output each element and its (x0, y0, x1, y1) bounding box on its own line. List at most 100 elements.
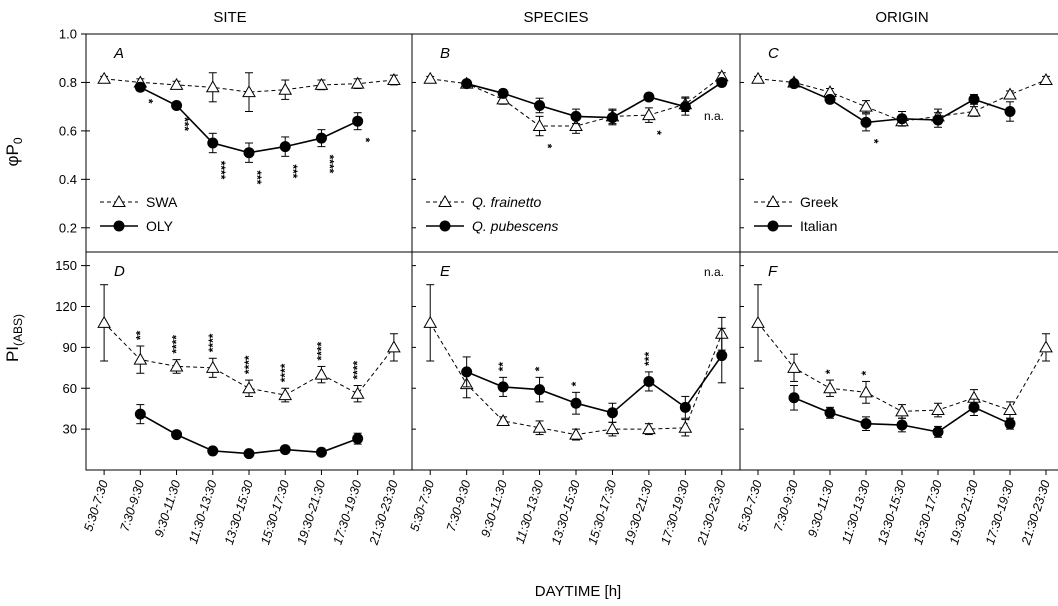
panel-letter: F (768, 263, 778, 280)
x-tick-label: 13:30-15:30 (875, 479, 909, 547)
legend-item: SWA (100, 194, 178, 210)
y-axis-label-top-sub: 0 (11, 137, 25, 144)
series-line (429, 322, 723, 436)
data-point-circle (606, 112, 618, 124)
note-label: n.a. (704, 265, 724, 279)
data-point-triangle (859, 385, 873, 398)
significance-label: **** (206, 333, 220, 352)
panel-letter: A (113, 45, 124, 62)
x-tick-label: 15:30-17:30 (911, 479, 945, 547)
data-point-circle (279, 141, 291, 153)
series-line (466, 355, 723, 414)
significance-label: **** (322, 155, 336, 174)
data-point-circle (134, 408, 146, 420)
x-tick-label: 17:30-19:30 (983, 479, 1017, 547)
panel-letter: C (768, 45, 779, 62)
legend-label: Q. pubescens (472, 218, 558, 234)
data-point-triangle (387, 340, 401, 353)
significance-label: * (569, 381, 583, 386)
panel-frame (739, 251, 1058, 471)
significance-label: **** (314, 341, 328, 360)
data-point-circle (716, 76, 728, 88)
data-point-triangle (895, 404, 909, 417)
data-point-circle (461, 78, 473, 90)
data-point-circle (534, 99, 546, 111)
data-point-circle (134, 81, 146, 93)
data-point-circle (824, 407, 836, 419)
panel-letter: D (114, 263, 125, 280)
panel-c: C * Greek Italian (739, 33, 1058, 253)
x-tick-label: 7:30-9:30 (118, 479, 148, 534)
data-point-triangle (642, 108, 656, 121)
panel-letter: B (440, 45, 450, 62)
x-tick-label: 13:30-15:30 (222, 479, 256, 547)
data-point-triangle (1039, 340, 1053, 353)
column-title-species: SPECIES (523, 9, 588, 26)
data-point-circle (643, 91, 655, 103)
panel-frame (411, 33, 741, 253)
x-tick-label: 11:30-13:30 (186, 479, 220, 546)
y-tick-label: 0.6 (59, 123, 77, 138)
x-tick-label: 13:30-15:30 (549, 479, 583, 547)
legend-item: Q. frainetto (426, 194, 541, 210)
x-tick-label: 21:30-23:30 (694, 479, 728, 548)
data-point-triangle (242, 85, 256, 98)
x-tick-label: 9:30-11:30 (478, 479, 510, 539)
significance-label: **** (278, 363, 292, 382)
data-point-circle (606, 407, 618, 419)
data-point-circle (716, 350, 728, 362)
data-point-triangle (133, 352, 148, 365)
data-point-triangle (169, 77, 184, 90)
data-point-circle (315, 446, 327, 458)
data-point-circle (679, 401, 691, 413)
x-tick-label: 21:30-23:30 (1019, 479, 1053, 548)
y-tick-label: 30 (63, 422, 77, 437)
column-titles: SITE SPECIES ORIGIN (213, 9, 928, 26)
x-tick-label: 9:30-11:30 (152, 479, 184, 539)
x-tick-label: 15:30-17:30 (585, 479, 619, 547)
data-point-triangle (205, 360, 220, 373)
series-oly (134, 404, 364, 460)
data-point-circle (243, 147, 255, 159)
significance-label: * (859, 370, 873, 375)
data-point-circle (788, 392, 800, 404)
data-point-circle (570, 110, 582, 122)
y-axis-label-top: φP0 (3, 137, 25, 166)
x-tick-label: 5:30-7:30 (81, 479, 111, 534)
data-point-triangle (1003, 403, 1017, 416)
x-tick-label: 17:30-19:30 (658, 479, 692, 547)
data-point-circle (896, 113, 908, 125)
x-tick-label: 19:30-21:30 (947, 479, 981, 547)
y-tick-label: 90 (63, 340, 77, 355)
data-point-triangle (97, 315, 111, 328)
significance-label: *** (286, 164, 300, 178)
note-label: n.a. (704, 109, 724, 123)
panel-b: B * * n.a. Q. frainetto Q. pubescens (411, 33, 741, 253)
panel-letter: E (440, 263, 451, 280)
data-point-circle (207, 445, 219, 457)
y-tick-label: 0.8 (59, 75, 77, 90)
legend-label: Greek (800, 194, 839, 210)
legend-marker (112, 194, 126, 207)
x-tick-label: 7:30-9:30 (771, 479, 801, 534)
significance-label: **** (214, 161, 228, 180)
significance-label: * (359, 138, 373, 143)
x-tick-label: 21:30-23:30 (366, 479, 400, 548)
data-point-circle (968, 93, 980, 105)
data-point-triangle (642, 422, 656, 435)
x-axis-label: DAYTIME [h] (535, 583, 621, 600)
data-point-circle (679, 101, 691, 113)
significance-label: *** (178, 117, 192, 131)
data-point-circle (352, 115, 364, 127)
data-point-triangle (350, 386, 365, 399)
data-point-circle (1004, 106, 1016, 118)
y-axis-label-bottom: PI(ABS) (3, 314, 25, 362)
data-point-circle (788, 78, 800, 90)
x-tick-label: 11:30-13:30 (513, 479, 547, 546)
data-point-triangle (1039, 73, 1053, 86)
legend-item: OLY (100, 218, 174, 234)
legend-marker (439, 220, 451, 232)
data-point-triangle (278, 388, 293, 401)
